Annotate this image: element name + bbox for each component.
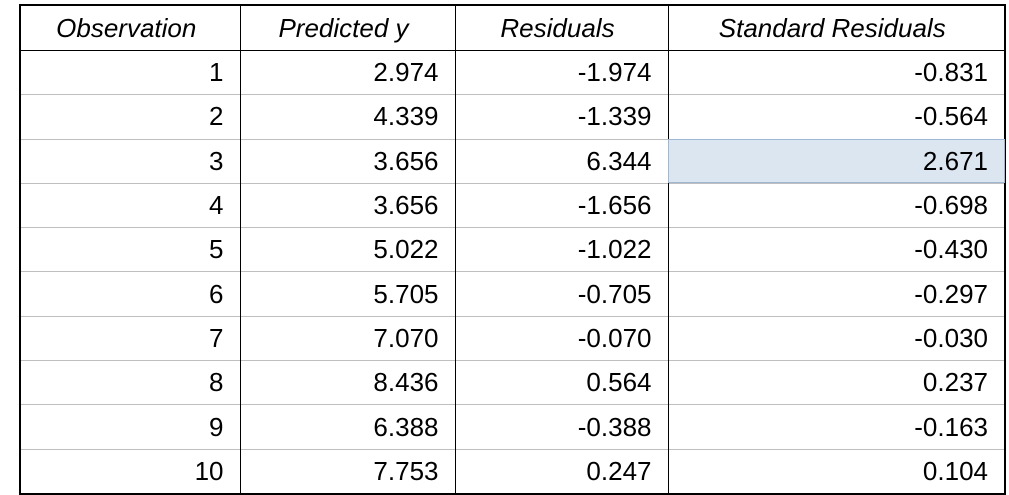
spreadsheet: Observation Predicted y Residuals Standard … (19, 4, 1006, 495)
cell[interactable]: 0.104 (667, 448, 1005, 494)
column-header[interactable]: Observation (19, 5, 240, 51)
cell[interactable]: 4.339 (239, 94, 455, 140)
cell[interactable]: 2 (19, 94, 240, 140)
cell[interactable]: 7.070 (239, 315, 455, 361)
cell[interactable]: -0.705 (454, 271, 668, 317)
cell[interactable]: -1.974 (454, 49, 668, 95)
cell[interactable]: -0.564 (667, 94, 1005, 140)
cell[interactable]: 8 (19, 360, 240, 405)
cell[interactable]: -0.388 (454, 404, 668, 450)
data-row: 8 8.436 0.564 0.237 (19, 360, 1005, 405)
data-row: 10 7.753 0.247 0.104 (19, 448, 1005, 494)
residual-table: Observation Predicted y Residuals Standard … (19, 4, 1006, 495)
cell[interactable]: 6 (19, 271, 240, 317)
header-row: Observation Predicted y Residuals Standard … (19, 5, 1005, 51)
cell[interactable]: -0.030 (667, 315, 1005, 361)
column-header[interactable]: Residuals (454, 5, 668, 51)
cell[interactable]: 2.974 (239, 49, 455, 95)
column-header[interactable]: Predicted y (239, 5, 455, 51)
cell[interactable]: 2.671 (667, 138, 1005, 184)
cell[interactable]: 5.705 (239, 271, 455, 317)
cell[interactable]: -0.831 (667, 49, 1005, 95)
cell[interactable]: 6.344 (454, 138, 668, 184)
table-body: 1 2.974 -1.974 -0.831 2 4.339 -1.339 -0.564 3 3.6… (19, 49, 1005, 494)
data-row: 2 4.339 -1.339 -0.564 (19, 94, 1005, 140)
cell[interactable]: 4 (19, 182, 240, 228)
data-row: 6 5.705 -0.705 -0.297 (19, 271, 1005, 317)
data-row: 5 5.022 -1.022 -0.430 (19, 227, 1005, 272)
cell[interactable]: 0.247 (454, 448, 668, 494)
cell[interactable]: 6.388 (239, 404, 455, 450)
data-row: 7 7.070 -0.070 -0.030 (19, 315, 1005, 361)
cell[interactable]: 8.436 (239, 360, 455, 405)
cell[interactable]: 10 (19, 448, 240, 494)
data-row: 4 3.656 -1.656 -0.698 (19, 182, 1005, 228)
cell[interactable]: -0.698 (667, 182, 1005, 228)
cell[interactable]: -0.163 (667, 404, 1005, 450)
data-row: 1 2.974 -1.974 -0.831 (19, 49, 1005, 95)
cell[interactable]: 9 (19, 404, 240, 450)
cell[interactable]: 5.022 (239, 227, 455, 272)
cell[interactable]: 3.656 (239, 182, 455, 228)
cell[interactable]: 7.753 (239, 448, 455, 494)
table-header: Observation Predicted y Residuals Standard … (19, 5, 1005, 51)
cell[interactable]: 3 (19, 138, 240, 184)
cell[interactable]: 7 (19, 315, 240, 361)
cell[interactable]: -1.022 (454, 227, 668, 272)
cell[interactable]: 0.237 (667, 360, 1005, 405)
column-header[interactable]: Standard Residuals (667, 5, 1005, 51)
cell[interactable]: 5 (19, 227, 240, 272)
cell[interactable]: -0.297 (667, 271, 1005, 317)
cell[interactable]: -1.656 (454, 182, 668, 228)
cell[interactable]: -0.070 (454, 315, 668, 361)
data-row: 9 6.388 -0.388 -0.163 (19, 404, 1005, 450)
cell[interactable]: -0.430 (667, 227, 1005, 272)
cell[interactable]: 1 (19, 49, 240, 95)
cell[interactable]: 3.656 (239, 138, 455, 184)
cell[interactable]: -1.339 (454, 94, 668, 140)
data-row: 3 3.656 6.344 2.671 (19, 138, 1005, 184)
cell[interactable]: 0.564 (454, 360, 668, 405)
